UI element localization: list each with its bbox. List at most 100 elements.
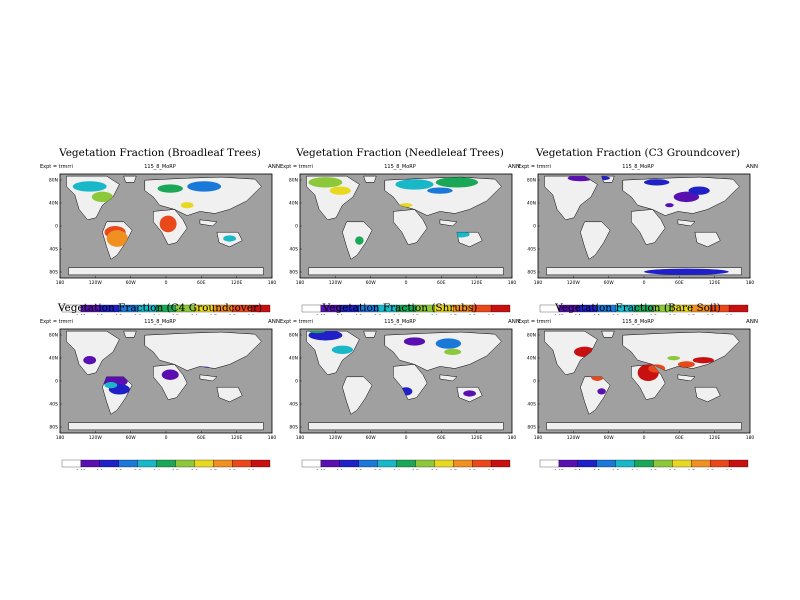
colorbar-bin xyxy=(137,459,157,468)
lon-label: 180 xyxy=(56,280,65,286)
colorbar-bin xyxy=(596,459,616,468)
landmass xyxy=(199,219,218,227)
lon-label: 0 xyxy=(165,280,168,286)
landmass xyxy=(601,330,615,338)
landmass xyxy=(308,267,504,276)
map-panel-bare-soil: Vegetation Fraction (Bare Soil) Expt = tr… xyxy=(518,302,758,470)
colorbar-bin xyxy=(396,459,416,468)
lon-label: 180 xyxy=(268,280,277,286)
landmass xyxy=(306,330,360,376)
lat-label: 40S xyxy=(49,247,58,253)
lat-label: 0 xyxy=(295,379,298,385)
vegetation-patch xyxy=(677,361,695,368)
colorbar-tick-label: 0.4 xyxy=(631,314,638,315)
colorbar-bin xyxy=(728,304,749,313)
lon-label: 120W xyxy=(567,280,581,286)
lat-label: 80S xyxy=(49,270,58,276)
lat-label: 0 xyxy=(533,224,536,230)
colorbar-bin xyxy=(453,459,473,468)
colorbar-bin xyxy=(99,459,119,468)
colorbar-bin xyxy=(653,459,673,468)
case-label: 115_8_MoRP xyxy=(622,319,654,325)
colorbar-bin xyxy=(728,459,749,468)
colorbar-tick-label: 0.7 xyxy=(210,469,217,470)
lat-label: 40N xyxy=(49,201,58,207)
vegetation-patch xyxy=(331,345,353,354)
vegetation-patch xyxy=(427,187,453,194)
colorbar-tick-label: 0.8 xyxy=(229,314,236,315)
lat-label: 0 xyxy=(295,224,298,230)
lat-label: 40N xyxy=(289,356,298,362)
colorbar-tick-label: 0.8 xyxy=(469,314,476,315)
lon-label: 180 xyxy=(508,435,517,441)
colorbar-bin xyxy=(472,459,492,468)
landmass xyxy=(68,267,264,276)
lon-label: 180 xyxy=(534,435,543,441)
colorbar-tick-label: 0.6 xyxy=(669,314,676,315)
lat-label: 80S xyxy=(49,425,58,431)
lat-label: 40N xyxy=(49,356,58,362)
vegetation-patch xyxy=(83,356,97,365)
lon-label: 60E xyxy=(197,280,206,286)
lon-label: 60W xyxy=(366,435,377,441)
vegetation-patch xyxy=(665,203,674,208)
colorbar-bin xyxy=(232,459,252,468)
colorbar-bin xyxy=(194,459,214,468)
colorbar-bin xyxy=(710,459,730,468)
lon-label: 60W xyxy=(604,280,615,286)
colorbar-bin xyxy=(358,459,378,468)
landmass xyxy=(123,175,137,183)
lat-label: 40S xyxy=(49,402,58,408)
vegetation-patch xyxy=(180,202,194,209)
colorbar-bin xyxy=(118,459,138,468)
landmass xyxy=(66,330,120,376)
panel-title: Vegetation Fraction (Needleleaf Trees) xyxy=(296,147,504,159)
colorbar-tick-label: 0.9 xyxy=(726,469,733,470)
season-label: ANN xyxy=(268,164,280,170)
colorbar-tick-label: 0.5 xyxy=(650,469,657,470)
vegetation-patch xyxy=(223,235,236,242)
vegetation-patch xyxy=(667,356,681,361)
vegetation-patch xyxy=(104,382,118,389)
colorbar-tick-label: 0.3 xyxy=(134,469,141,470)
colorbar-tick-label: 0.3 xyxy=(374,314,381,315)
lon-label: 180 xyxy=(508,280,517,286)
colorbar-tick-label: 0.4 xyxy=(153,314,160,315)
landmass xyxy=(439,219,458,227)
lat-label: 80S xyxy=(289,425,298,431)
vegetation-patch xyxy=(161,369,179,380)
vegetation-patch xyxy=(308,177,343,188)
lat-label: 80N xyxy=(289,333,298,339)
colorbar-tick-label: 0.4 xyxy=(631,469,638,470)
colorbar-tick-label: 0.6 xyxy=(431,314,438,315)
colorbar-bin xyxy=(415,459,435,468)
landmass xyxy=(546,422,742,431)
lon-label: 120W xyxy=(89,280,103,286)
case-label: 115_8_MoRP xyxy=(144,164,176,170)
landmass xyxy=(694,231,721,248)
colorbar-tick-label: 0.5 xyxy=(172,469,179,470)
landmass xyxy=(580,376,611,415)
vegetation-patch xyxy=(463,390,476,397)
season-label: ANN xyxy=(508,319,520,325)
lon-label: 120W xyxy=(329,435,343,441)
colorbar-bin xyxy=(434,459,454,468)
landmass xyxy=(153,364,188,400)
landmass xyxy=(216,386,243,403)
landmass xyxy=(68,422,264,431)
lon-label: 120E xyxy=(471,280,483,286)
colorbar-bin xyxy=(672,459,692,468)
landmass xyxy=(544,175,598,221)
map-svg: 80N 40N 0 40S 80S 180 120W 60W 0 60E 120E 180 0.05 0.… xyxy=(289,328,517,470)
colorbar-tick-label: 0.1 xyxy=(336,314,343,315)
colorbar-tick-label: 0.9 xyxy=(248,469,255,470)
colorbar-tick-label: 0.2 xyxy=(115,314,122,315)
lon-label: 120E xyxy=(231,280,243,286)
season-label: ANN xyxy=(746,319,758,325)
lon-label: 180 xyxy=(296,435,305,441)
case-label: 115_8_MoRP xyxy=(144,319,176,325)
colorbar-tick-label: 0.6 xyxy=(191,469,198,470)
lon-label: 180 xyxy=(296,280,305,286)
expt-label: Expt = trmrri xyxy=(40,319,73,325)
map-svg: 80N 40N 0 40S 80S 180 120W 60W 0 60E 120E 180 0.05 0.… xyxy=(289,173,517,315)
